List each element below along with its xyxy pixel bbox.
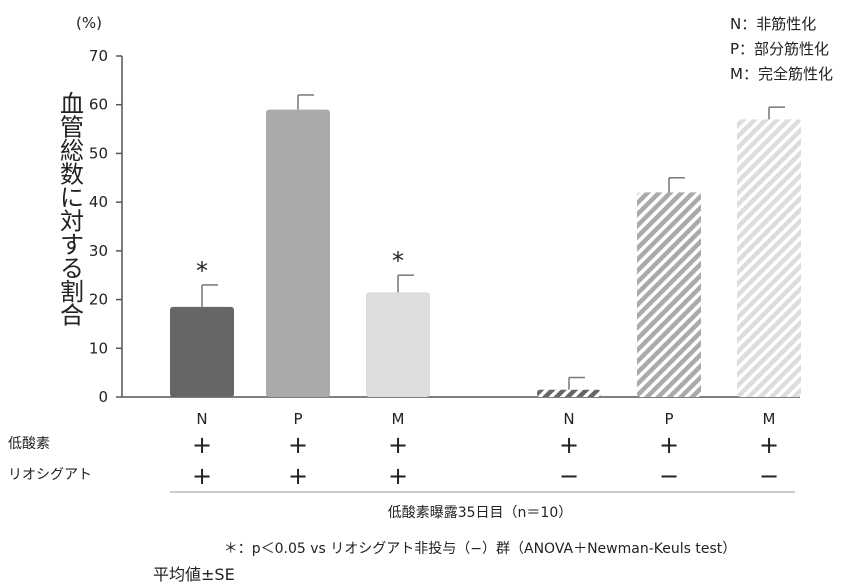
y-tick-label: 10 bbox=[89, 339, 108, 357]
bar-p-control bbox=[637, 192, 701, 397]
condition-row-label: 低酸素 bbox=[8, 436, 50, 452]
x-category-label: P bbox=[293, 410, 302, 428]
x-category-label: N bbox=[196, 410, 207, 428]
condition-sign: − bbox=[659, 462, 679, 490]
y-tick-label: 0 bbox=[98, 388, 108, 406]
bar-n-control bbox=[537, 389, 601, 397]
x-category-label: M bbox=[763, 410, 776, 428]
significance-footnote: ＊：p＜0.05 vs リオシグアト非投与（−）群（ANOVA＋Newman-K… bbox=[224, 541, 737, 557]
bar-m-riociguat bbox=[366, 292, 430, 397]
y-tick-label: 40 bbox=[89, 193, 108, 211]
legend-item-m: M：完全筋性化 bbox=[730, 65, 833, 83]
bar-p-riociguat bbox=[266, 109, 330, 397]
condition-sign: + bbox=[388, 462, 408, 490]
y-axis-label-char: る bbox=[60, 255, 84, 283]
condition-sign: − bbox=[759, 462, 779, 490]
bar-m-control bbox=[737, 119, 801, 397]
y-tick-label: 30 bbox=[89, 242, 108, 260]
condition-sign: + bbox=[759, 431, 779, 459]
stats-note: 平均値±SE bbox=[153, 565, 235, 584]
y-tick-label: 60 bbox=[89, 96, 108, 114]
condition-sign: + bbox=[388, 431, 408, 459]
bars: * * bbox=[170, 94, 801, 397]
condition-row-label: リオシグアト bbox=[8, 467, 92, 483]
y-axis-label-char: 対 bbox=[60, 208, 84, 236]
y-unit-label: (%) bbox=[76, 14, 102, 32]
y-axis-label-char: 血 bbox=[60, 90, 84, 118]
legend-item-n: N：非筋性化 bbox=[730, 15, 816, 33]
y-ticks: 0 10 20 30 40 50 60 70 bbox=[89, 47, 122, 406]
condition-sign: + bbox=[192, 462, 212, 490]
condition-sign: + bbox=[288, 431, 308, 459]
significance-marker: * bbox=[392, 247, 404, 275]
condition-sign: − bbox=[559, 462, 579, 490]
bar-n-riociguat bbox=[170, 306, 234, 397]
y-axis-label-char: す bbox=[60, 231, 84, 259]
condition-rows: 低酸素 + + + + + + リオシグアト + + + − − − bbox=[8, 431, 779, 490]
y-axis-label-char: 数 bbox=[60, 161, 84, 189]
y-axis-label-char: 合 bbox=[60, 302, 84, 330]
condition-sign: + bbox=[192, 431, 212, 459]
condition-sign: + bbox=[659, 431, 679, 459]
x-category-label: N bbox=[563, 410, 574, 428]
significance-marker: * bbox=[196, 257, 208, 285]
y-axis-label-char: 割 bbox=[60, 278, 84, 306]
y-tick-label: 20 bbox=[89, 291, 108, 309]
y-axis-label-char: に bbox=[60, 184, 84, 212]
condition-label: 低酸素曝露35日目（n＝10） bbox=[388, 505, 573, 521]
x-category-label: P bbox=[664, 410, 673, 428]
legend-item-p: P：部分筋性化 bbox=[730, 40, 829, 58]
y-tick-label: 50 bbox=[89, 144, 108, 162]
y-tick-label: 70 bbox=[89, 47, 108, 65]
y-axis-label-char: 総 bbox=[60, 137, 84, 165]
x-category-label: M bbox=[392, 410, 405, 428]
y-axis-label-char: 管 bbox=[60, 114, 84, 142]
condition-sign: + bbox=[288, 462, 308, 490]
condition-sign: + bbox=[559, 431, 579, 459]
